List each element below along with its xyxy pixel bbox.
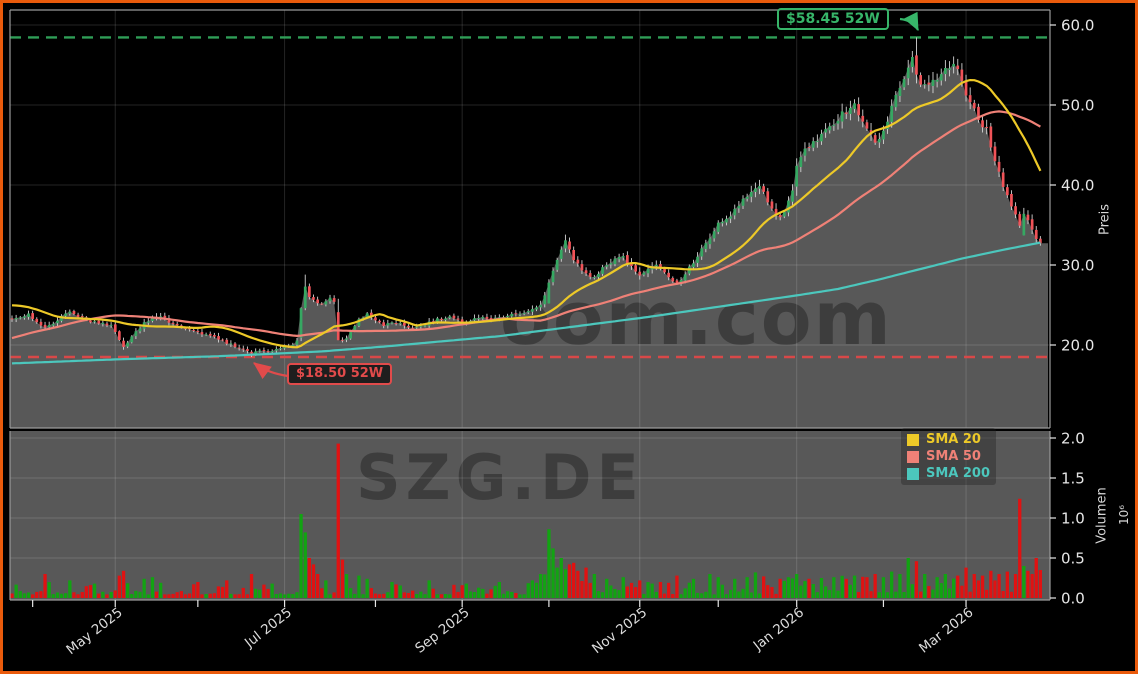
legend-item-sma20: SMA 20	[907, 431, 990, 448]
annotation-52w-low: $18.50 52W	[287, 363, 393, 385]
low-52w-arrow	[253, 362, 289, 380]
volume-axis-title: Volumen	[1094, 487, 1110, 544]
price-axis-tick-label: 30.0	[1061, 257, 1094, 275]
sma20-line	[11, 78, 1042, 349]
volume-axis-tick-label: 1.5	[1061, 470, 1085, 488]
legend-item-sma200: SMA 200	[907, 465, 990, 482]
volume-axis-tick-label: 2.0	[1061, 430, 1085, 448]
price-axis-tick-label: 40.0	[1061, 177, 1094, 195]
legend-swatch-sma200-icon	[907, 467, 919, 480]
volume-watermark: SZG.DE	[356, 441, 644, 514]
volume-axis-tick-label: 0.0	[1061, 590, 1085, 608]
sma-legend: SMA 20 SMA 50 SMA 200	[901, 428, 997, 485]
high-52w-arrow	[899, 11, 919, 31]
price-area-fill	[10, 57, 1048, 428]
legend-swatch-sma50-icon	[907, 450, 919, 463]
legend-label-sma20: SMA 20	[926, 432, 981, 447]
volume-axis-tick-label: 0.5	[1061, 550, 1085, 568]
legend-label-sma50: SMA 50	[926, 449, 981, 464]
gridlines	[10, 10, 1050, 600]
volume-bars-layer	[10, 443, 1042, 598]
price-axis-title: Preis	[1097, 203, 1113, 236]
price-axis-tick-label: 50.0	[1061, 97, 1094, 115]
sma200-line	[11, 241, 1041, 365]
legend-swatch-sma20-icon	[907, 433, 919, 446]
legend-item-sma50: SMA 50	[907, 448, 990, 465]
legend-label-sma200: SMA 200	[926, 466, 991, 481]
price-axis-tick-label: 60.0	[1061, 17, 1094, 35]
annotation-52w-high: $58.45 52W	[777, 8, 889, 30]
volume-axis-tick-label: 1.0	[1061, 510, 1085, 528]
price-axis-tick-label: 20.0	[1061, 337, 1094, 355]
volume-panel-background	[10, 431, 1050, 600]
sma50-line	[11, 110, 1041, 340]
volume-axis-exponent: 10⁶	[1117, 504, 1131, 526]
